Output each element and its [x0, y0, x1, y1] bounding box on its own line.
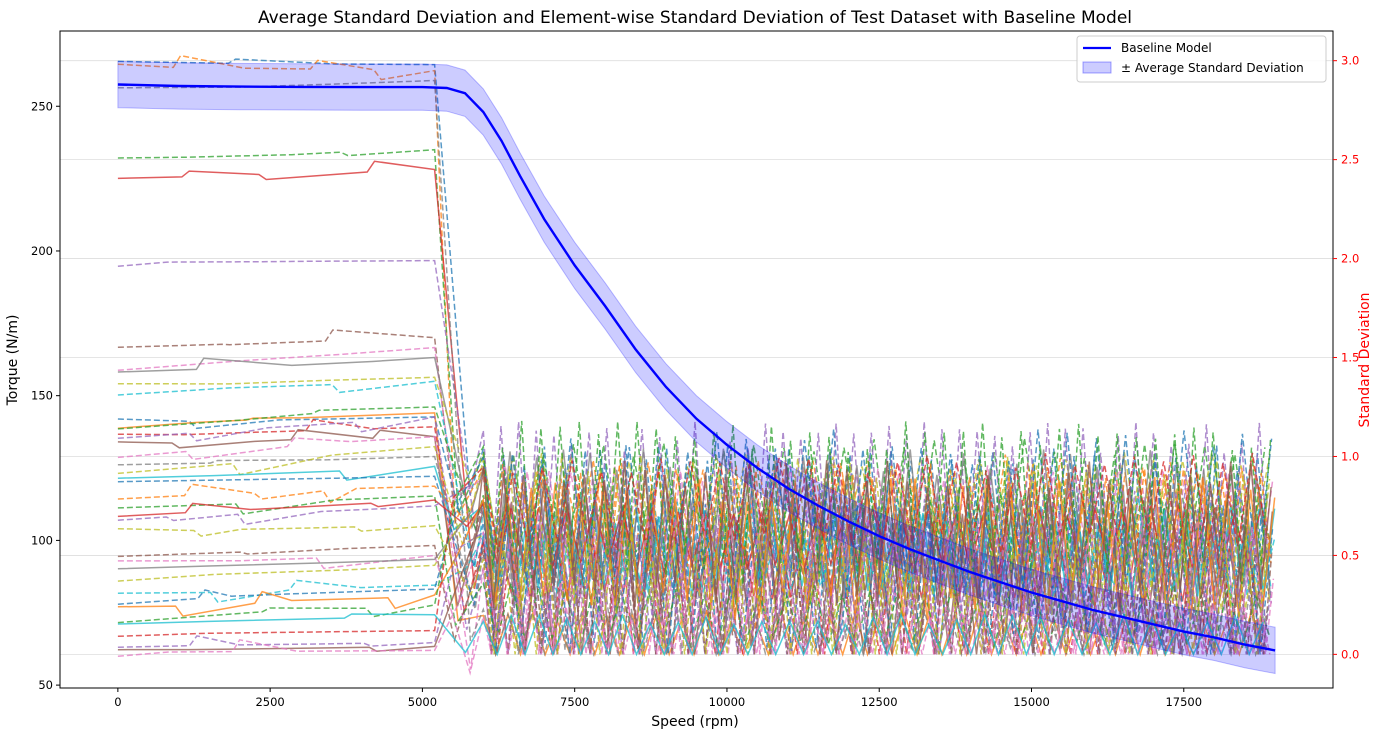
legend: Baseline Model ± Average Standard Deviat…: [1076, 35, 1327, 83]
std-series-line: [117, 554, 1271, 676]
std-series-line: [117, 420, 1272, 624]
right-tick-label: 1.0: [1341, 449, 1359, 463]
baseline-group: [117, 83, 1276, 652]
std-series-line: [117, 531, 1276, 603]
std-series-line: [117, 465, 1276, 598]
right-tick-label: 2.0: [1341, 252, 1359, 266]
std-series-line: [117, 460, 1272, 652]
std-series-line: [117, 611, 1264, 657]
x-tick-label: 0: [114, 695, 121, 709]
right-axis-ticks: 0.0 0.5 1.0 1.5 2.0 2.5 3.0: [1333, 54, 1359, 661]
x-axis-ticks: 0 2500 5000 7500 10000 12500 15000 17500: [114, 688, 1202, 709]
std-series-group: [117, 54, 1276, 676]
std-series-line: [117, 406, 1273, 554]
y-tick-label: 50: [38, 678, 53, 692]
baseline-line: [117, 83, 1276, 652]
right-tick-label: 3.0: [1341, 54, 1359, 68]
x-tick-label: 5000: [408, 695, 437, 709]
right-axis-label: Standard Deviation: [1357, 292, 1373, 427]
std-series-line: [117, 521, 1268, 648]
legend-frame: [1076, 35, 1327, 83]
right-tick-label: 0.0: [1341, 647, 1359, 661]
y-tick-label: 150: [31, 389, 53, 403]
right-tick-label: 0.5: [1341, 548, 1359, 562]
x-axis-label: Speed (rpm): [651, 714, 739, 730]
y-tick-label: 100: [31, 533, 53, 547]
right-tick-label: 1.5: [1341, 351, 1359, 365]
std-band-group: [117, 60, 1276, 675]
y-tick-label: 200: [31, 244, 53, 258]
plot-frame: [59, 30, 1334, 689]
chart-title: Average Standard Deviation and Element-w…: [258, 8, 1132, 28]
legend-label-baseline: Baseline Model: [1121, 41, 1212, 55]
x-tick-label: 10000: [709, 695, 746, 709]
x-tick-label: 15000: [1013, 695, 1050, 709]
y-tick-label: 250: [31, 99, 53, 113]
y-axis-ticks: 50 100 150 200 250: [31, 99, 60, 692]
legend-swatch-band: [1082, 61, 1112, 74]
right-tick-label: 2.5: [1341, 153, 1359, 167]
std-series-line: [117, 524, 1269, 655]
x-tick-label: 2500: [255, 695, 284, 709]
std-band: [117, 60, 1276, 675]
std-series-line: [117, 512, 1267, 657]
y-axis-label: Torque (N/m): [5, 315, 21, 407]
legend-label-band: ± Average Standard Deviation: [1121, 61, 1304, 75]
x-tick-label: 7500: [560, 695, 589, 709]
std-series-line: [117, 452, 1268, 638]
x-tick-label: 12500: [861, 695, 898, 709]
x-tick-label: 17500: [1165, 695, 1202, 709]
